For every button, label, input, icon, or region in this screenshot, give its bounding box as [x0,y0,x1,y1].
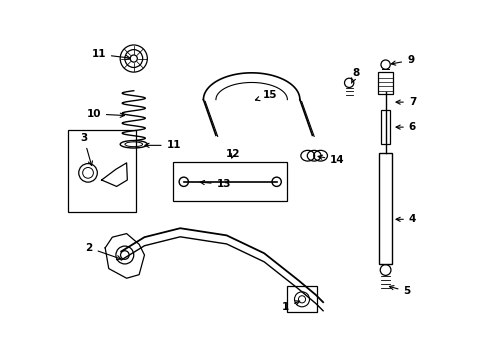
Text: 2: 2 [85,243,121,260]
Text: 14: 14 [318,155,344,165]
Text: 7: 7 [395,97,415,107]
Text: 8: 8 [351,68,359,83]
Bar [287,287,316,312]
Text: 11: 11 [144,140,181,150]
Text: 4: 4 [395,214,415,224]
Text: 13: 13 [200,179,231,189]
Text: 1: 1 [281,301,299,312]
Bar [67,130,135,212]
Text: 3: 3 [80,133,92,165]
Text: 5: 5 [388,285,410,296]
Bar [380,111,389,144]
Text: 15: 15 [255,90,276,100]
Bar [377,72,393,94]
Text: 10: 10 [86,109,124,119]
Text: 9: 9 [390,55,413,65]
Bar [378,153,391,264]
Bar [173,162,287,202]
Text: 6: 6 [395,122,415,132]
Text: 11: 11 [91,49,130,60]
Text: 12: 12 [225,149,240,159]
